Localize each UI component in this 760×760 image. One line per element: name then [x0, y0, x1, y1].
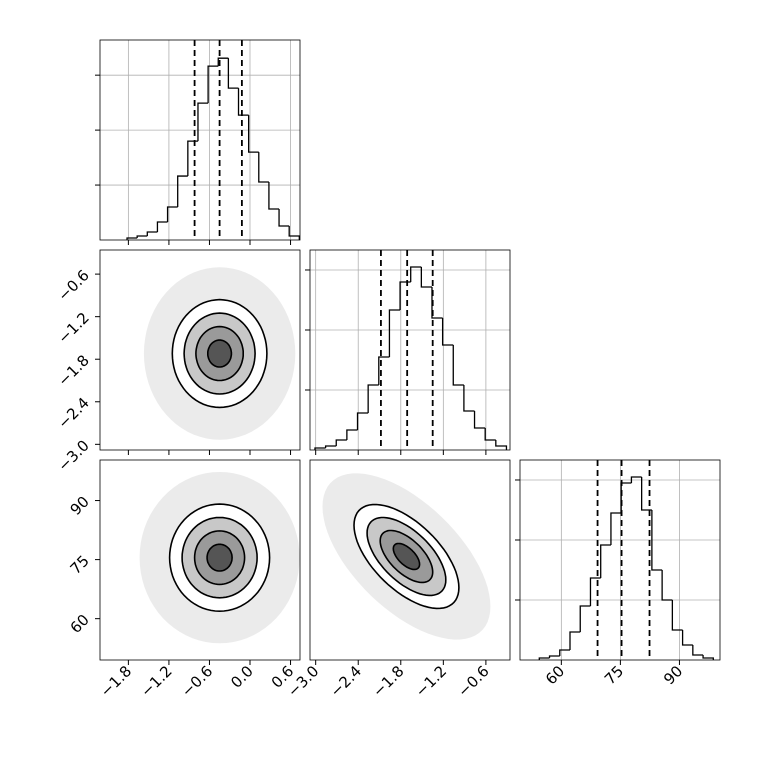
hist-step [346, 429, 358, 440]
panel-frame [309, 249, 511, 451]
x-tick-label: −0.6 [454, 662, 492, 700]
hist-step [268, 182, 280, 210]
hist-step [671, 599, 683, 631]
x-tick-label: −1.8 [97, 662, 135, 700]
hist-step [473, 410, 486, 429]
hist-step [126, 237, 138, 240]
panel-frame [99, 39, 301, 241]
hist-step [166, 206, 178, 223]
hist-step [420, 266, 432, 288]
x-tick-label: 60 [542, 662, 568, 688]
hist-step [378, 356, 390, 386]
hist-step [399, 281, 411, 311]
hist-step [324, 445, 337, 449]
hist-step [207, 65, 219, 104]
x-tick-label: −1.8 [369, 662, 407, 700]
hist-step [589, 577, 601, 606]
x-tick-label: 0.0 [227, 662, 257, 692]
hist-step [559, 649, 570, 656]
y-tick-label: 90 [67, 493, 93, 519]
density-contour [392, 542, 421, 571]
hist-step [335, 439, 347, 446]
hist-step [651, 509, 663, 571]
hist-step [227, 58, 239, 89]
hist-step [610, 512, 622, 545]
hist-step [136, 235, 148, 239]
hist-step [620, 482, 632, 513]
hist-step [177, 175, 188, 208]
hist-step [548, 655, 560, 659]
y-tick-label: −3.0 [54, 436, 92, 474]
hist-step [538, 657, 550, 660]
x-tick-label: −0.6 [178, 662, 216, 700]
y-tick-label: 75 [67, 552, 93, 578]
y-tick-label: 60 [67, 611, 93, 637]
hist-step [410, 266, 422, 282]
panel-frame [309, 459, 511, 661]
y-tick-label: −2.4 [54, 394, 92, 432]
x-tick-label: −1.2 [412, 662, 450, 700]
y-tick-label: −1.2 [54, 309, 92, 347]
hist-step [661, 569, 673, 601]
hist-step [278, 209, 290, 227]
hist-step [441, 317, 454, 346]
hist-step [495, 439, 508, 450]
hist-step [579, 605, 591, 632]
x-tick-label: 75 [601, 662, 627, 688]
hist-step [367, 384, 379, 413]
hist-step [452, 344, 464, 386]
hist-step [681, 629, 693, 646]
hist-step [314, 447, 326, 450]
y-tick-label: −1.8 [54, 351, 92, 389]
hist-step [356, 412, 369, 431]
panel-frame [99, 249, 301, 451]
hist-step [187, 140, 198, 177]
hist-step [146, 231, 158, 236]
hist-step [197, 102, 209, 142]
x-tick-label: −1.2 [137, 662, 175, 700]
hist-step [463, 385, 475, 412]
hist-step [692, 644, 704, 656]
density-contour [207, 339, 233, 368]
hist-step [388, 309, 401, 357]
hist-step [247, 115, 259, 153]
hist-step [484, 427, 496, 441]
hist-step [702, 655, 714, 660]
density-contour [206, 543, 233, 572]
hist-step [569, 631, 581, 650]
hist-step [156, 221, 168, 233]
hist-step [258, 152, 269, 183]
hist-step [600, 544, 611, 578]
y-tick-label: −0.6 [54, 266, 92, 304]
hist-step [641, 476, 652, 511]
hist-step [630, 476, 642, 483]
hist-step [431, 286, 443, 319]
x-tick-label: −2.4 [327, 662, 365, 700]
hist-step [217, 57, 229, 67]
x-tick-label: 90 [660, 662, 686, 688]
hist-step [237, 88, 249, 116]
hist-step [288, 225, 300, 240]
